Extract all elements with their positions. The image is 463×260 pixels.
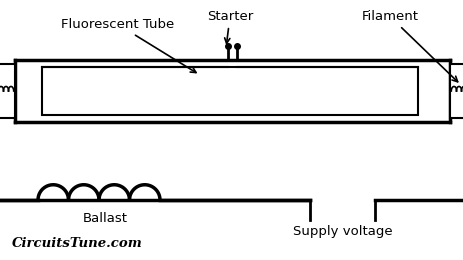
Bar <box>42 67 418 115</box>
Bar <box>450 64 463 118</box>
Text: Fluorescent Tube: Fluorescent Tube <box>62 18 196 73</box>
Bar <box>0 64 15 118</box>
Text: Filament: Filament <box>362 10 457 82</box>
Text: Starter: Starter <box>207 10 253 43</box>
Text: CircuitsTune.com: CircuitsTune.com <box>12 237 143 250</box>
Text: Ballast: Ballast <box>82 212 127 225</box>
Text: Supply voltage: Supply voltage <box>293 225 392 238</box>
